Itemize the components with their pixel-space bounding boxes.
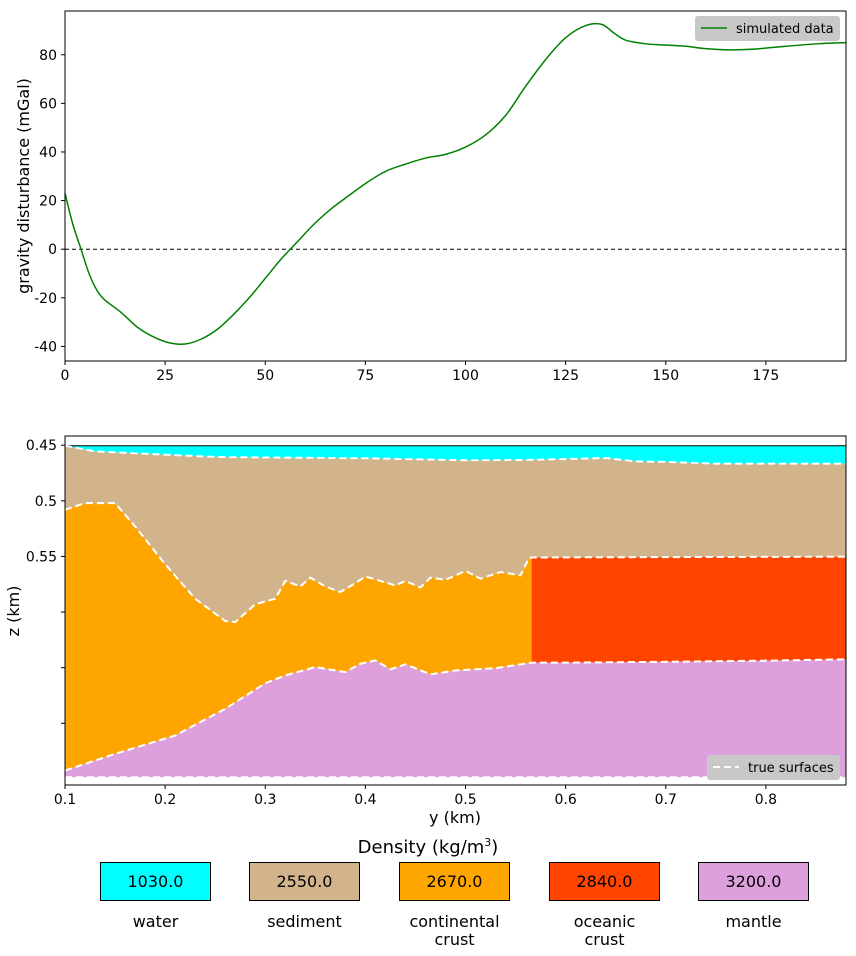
density-swatch-mantle: 3200.0 bbox=[698, 862, 809, 901]
gravity-y-tick-label: 20 bbox=[39, 194, 57, 210]
density-swatch-sediment: 2550.0 bbox=[249, 862, 360, 901]
density-title-suffix: ) bbox=[491, 837, 499, 858]
gravity-plot: 0 25 50 75 100 125 150 175 -40 -20 0 20 40 60 80 grav… bbox=[14, 10, 847, 384]
gravity-y-tick-label: 0 bbox=[48, 242, 57, 258]
gravity-x-tick-label: 125 bbox=[552, 368, 579, 384]
model-y-tick-label: 0.5 bbox=[35, 494, 57, 510]
model-y-axis-label: z (km) bbox=[4, 586, 23, 637]
density-swatch-water: 1030.0 bbox=[100, 862, 211, 901]
gravity-x-tick-label: 50 bbox=[256, 368, 274, 384]
gravity-legend-label: simulated data bbox=[736, 22, 834, 37]
surfaces-legend: true surfaces bbox=[707, 755, 840, 780]
gravity-x-tick-label: 0 bbox=[61, 368, 70, 384]
surfaces-legend-box bbox=[707, 755, 840, 780]
gravity-legend: simulated data bbox=[695, 16, 840, 41]
gravity-y-tick-label: -20 bbox=[34, 291, 57, 307]
density-label-oceanic-crust: oceanic crust bbox=[573, 912, 636, 949]
model-x-tick-label: 0.4 bbox=[354, 792, 376, 808]
true-surface-basement bbox=[64, 502, 847, 624]
density-label-mantle: mantle bbox=[725, 912, 782, 931]
layer-model-plot: 0.1 0.2 0.3 0.4 0.5 0.6 0.7 0.8 0.45 0.5 0.55 y (… bbox=[4, 435, 847, 827]
density-label-sediment: sediment bbox=[267, 912, 342, 931]
gravity-x-tick-label: 175 bbox=[753, 368, 780, 384]
model-x-tick-label: 0.8 bbox=[755, 792, 777, 808]
gravity-plot-background bbox=[65, 11, 846, 361]
model-x-tick-label: 0.3 bbox=[254, 792, 276, 808]
model-y-tick-label: 0.55 bbox=[26, 549, 57, 565]
model-x-tick-label: 0.7 bbox=[655, 792, 677, 808]
model-x-tick-label: 0.5 bbox=[454, 792, 476, 808]
model-y-tick-label: 0.45 bbox=[26, 438, 57, 454]
model-x-tick-label: 0.2 bbox=[154, 792, 176, 808]
gravity-x-tick-label: 100 bbox=[452, 368, 479, 384]
density-swatch-continental-crust: 2670.0 bbox=[399, 862, 510, 901]
series-line-simulated-data bbox=[64, 22, 847, 345]
gravity-x-tick-label: 75 bbox=[356, 368, 374, 384]
true-surface-seafloor bbox=[64, 444, 846, 465]
gravity-y-tick-label: 40 bbox=[39, 145, 57, 161]
figure: 0 25 50 75 100 125 150 175 -40 -20 0 20 40 60 80 grav… bbox=[4, 10, 847, 827]
gravity-legend-box bbox=[695, 16, 840, 41]
density-title-prefix: Density (kg/m bbox=[357, 837, 485, 858]
density-title-superscript: 3 bbox=[484, 836, 492, 849]
model-x-tick-label: 0.6 bbox=[555, 792, 577, 808]
model-x-tick-label: 0.1 bbox=[54, 792, 76, 808]
gravity-y-tick-label: 60 bbox=[39, 96, 57, 112]
layer-model-frame bbox=[64, 435, 847, 786]
density-panel-title: Density (kg/m3) bbox=[0, 836, 856, 858]
surfaces-legend-label: true surfaces bbox=[748, 761, 834, 776]
gravity-y-tick-label: 80 bbox=[39, 48, 57, 64]
model-x-axis-label: y (km) bbox=[429, 808, 481, 827]
continental-crust-layer bbox=[65, 503, 532, 771]
gravity-plot-frame bbox=[64, 10, 847, 362]
true-surface-moho bbox=[64, 658, 847, 772]
density-swatch-oceanic-crust: 2840.0 bbox=[549, 862, 660, 901]
oceanic-crust-layer bbox=[531, 556, 846, 663]
gravity-x-tick-label: 150 bbox=[652, 368, 679, 384]
gravity-x-tick-label: 25 bbox=[156, 368, 174, 384]
density-label-continental-crust: continental crust bbox=[409, 912, 500, 949]
mantle-layer bbox=[65, 659, 846, 778]
density-label-water: water bbox=[132, 912, 179, 931]
sediment-layer bbox=[65, 445, 846, 623]
gravity-y-tick-label: -40 bbox=[34, 339, 57, 355]
gravity-y-axis-label: gravity disturbance (mGal) bbox=[14, 78, 33, 294]
water-layer bbox=[65, 445, 846, 464]
